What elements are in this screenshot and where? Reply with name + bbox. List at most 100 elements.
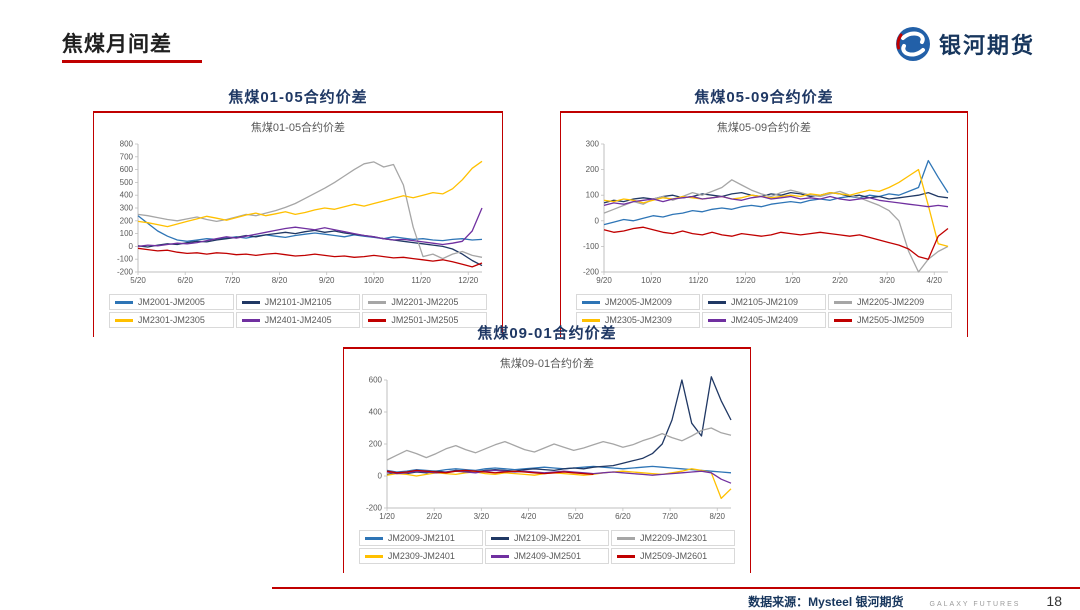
chart-panel-01-05: 焦煤01-05合约价差 焦煤01-05合约价差 -200 -100 0 100 200 3… [93,86,503,337]
legend-item: JM2009-JM2101 [358,530,483,546]
svg-text:2/20: 2/20 [426,512,442,521]
legend-label: JM2309-JM2401 [387,551,455,561]
legend-swatch [581,300,600,304]
chart-title-09-01: 焦煤09-01合约价差 [499,358,595,370]
svg-text:12/20: 12/20 [458,276,479,285]
svg-text:6/20: 6/20 [177,276,193,285]
panel-header-09-01: 焦煤09-01合约价差 [477,325,617,342]
svg-text:0: 0 [129,242,134,251]
svg-text:9/20: 9/20 [319,276,335,285]
svg-text:600: 600 [369,376,383,385]
legend-swatch [834,300,853,304]
legend-label: JM2209-JM2301 [640,533,708,543]
legend-label: JM2305-JM2309 [604,315,672,325]
legend-item: JM2001-JM2005 [108,294,234,310]
svg-text:3/20: 3/20 [474,512,490,521]
svg-text:600: 600 [120,165,134,174]
legend-label: JM2301-JM2305 [137,315,205,325]
legend-swatch [707,300,726,304]
legend-label: JM2509-JM2601 [640,551,708,561]
legend-item: JM2409-JM2501 [484,548,610,564]
legend-label: JM2201-JM2205 [391,297,459,307]
legend-label: JM2009-JM2101 [387,533,455,543]
legend-swatch [364,536,383,540]
svg-text:500: 500 [120,178,134,187]
legend-swatch [241,318,260,322]
title-underline [62,60,202,63]
legend-item: JM2101-JM2105 [235,294,361,310]
svg-text:400: 400 [120,191,134,200]
svg-text:5/20: 5/20 [130,276,146,285]
svg-text:4/20: 4/20 [926,276,942,285]
svg-text:5/20: 5/20 [568,512,584,521]
svg-text:2/20: 2/20 [832,276,848,285]
svg-text:800: 800 [120,140,134,149]
svg-text:10/20: 10/20 [641,276,662,285]
svg-text:-200: -200 [117,268,134,277]
chart-panel-09-01: 焦煤09-01合约价差 焦煤09-01合约价差 -200 0 200 400 600 1/… [343,322,751,573]
legend-item: JM2205-JM2209 [828,294,953,310]
legend-item: JM2105-JM2109 [701,294,827,310]
legend-label: JM2501-JM2505 [391,315,459,325]
svg-text:1/20: 1/20 [379,512,395,521]
logo: 银河期货 [895,26,1035,62]
spread-chart-09-01-plot: -200 0 200 400 600 1/20 2/20 3/20 4/20 5/20 6/20 7/… [366,376,732,521]
svg-text:12/20: 12/20 [736,276,757,285]
legend-swatch [368,318,387,322]
legend-label: JM2109-JM2201 [513,533,581,543]
svg-text:400: 400 [369,408,383,417]
svg-text:100: 100 [120,229,134,238]
legend-swatch [834,318,853,322]
spread-chart-05-09-plot: -200 -100 0 100 200 300 9/20 10/20 11/20 12/20 1/2… [583,140,949,285]
svg-text:300: 300 [120,204,134,213]
legend-swatch [241,300,260,304]
legend-09-01: JM2009-JM2101 JM2109-JM2201 JM2209-JM2301 J… [350,529,744,565]
svg-text:1/20: 1/20 [785,276,801,285]
svg-text:200: 200 [369,440,383,449]
svg-text:300: 300 [586,140,600,149]
legend-swatch [490,536,509,540]
legend-label: JM2409-JM2501 [513,551,581,561]
legend-item: JM2509-JM2601 [611,548,736,564]
legend-swatch [490,554,509,558]
legend-label: JM2105-JM2109 [730,297,798,307]
legend-item: JM2305-JM2309 [575,312,700,328]
galaxy-futures-logo-icon [895,26,931,62]
legend-swatch [581,318,600,322]
legend-item: JM2309-JM2401 [358,548,483,564]
chart-title-01-05: 焦煤01-05合约价差 [250,122,346,134]
legend-label: JM2205-JM2209 [857,297,925,307]
legend-item: JM2005-JM2009 [575,294,700,310]
panel-rule [93,111,503,113]
panel-header-01-05: 焦煤01-05合约价差 [228,89,368,106]
footer-brand-label: GALAXY FUTURES [929,601,1021,608]
legend-item: JM2401-JM2405 [235,312,361,328]
svg-text:8/20: 8/20 [709,512,725,521]
data-source-label: 数据来源：Mysteel 银河期货 [748,595,904,609]
svg-text:3/20: 3/20 [879,276,895,285]
panel-header-05-09: 焦煤05-09合约价差 [694,89,834,106]
svg-text:9/20: 9/20 [596,276,612,285]
legend-label: JM2405-JM2409 [730,315,798,325]
svg-text:8/20: 8/20 [272,276,288,285]
svg-text:100: 100 [586,191,600,200]
chart-panel-05-09: 焦煤05-09合约价差 焦煤05-09合约价差 -200 -100 0 100 200 3… [560,86,968,337]
svg-text:-100: -100 [583,242,600,251]
svg-text:200: 200 [586,165,600,174]
chart-box-05-09: 焦煤05-09合约价差 -200 -100 0 100 200 300 9/20 10/20 1… [560,113,968,337]
legend-swatch [617,554,636,558]
legend-swatch [617,536,636,540]
footer-rule [272,587,1080,589]
legend-swatch [368,300,387,304]
svg-text:-100: -100 [117,255,134,264]
legend-item: JM2405-JM2409 [701,312,827,328]
legend-swatch [364,554,383,558]
legend-label: JM2001-JM2005 [137,297,205,307]
page-number: 18 [1046,593,1062,609]
svg-text:7/20: 7/20 [225,276,241,285]
svg-text:0: 0 [595,216,600,225]
svg-text:-200: -200 [583,268,600,277]
legend-item: JM2501-JM2505 [362,312,488,328]
svg-text:11/20: 11/20 [689,276,709,285]
legend-item: JM2505-JM2509 [828,312,953,328]
